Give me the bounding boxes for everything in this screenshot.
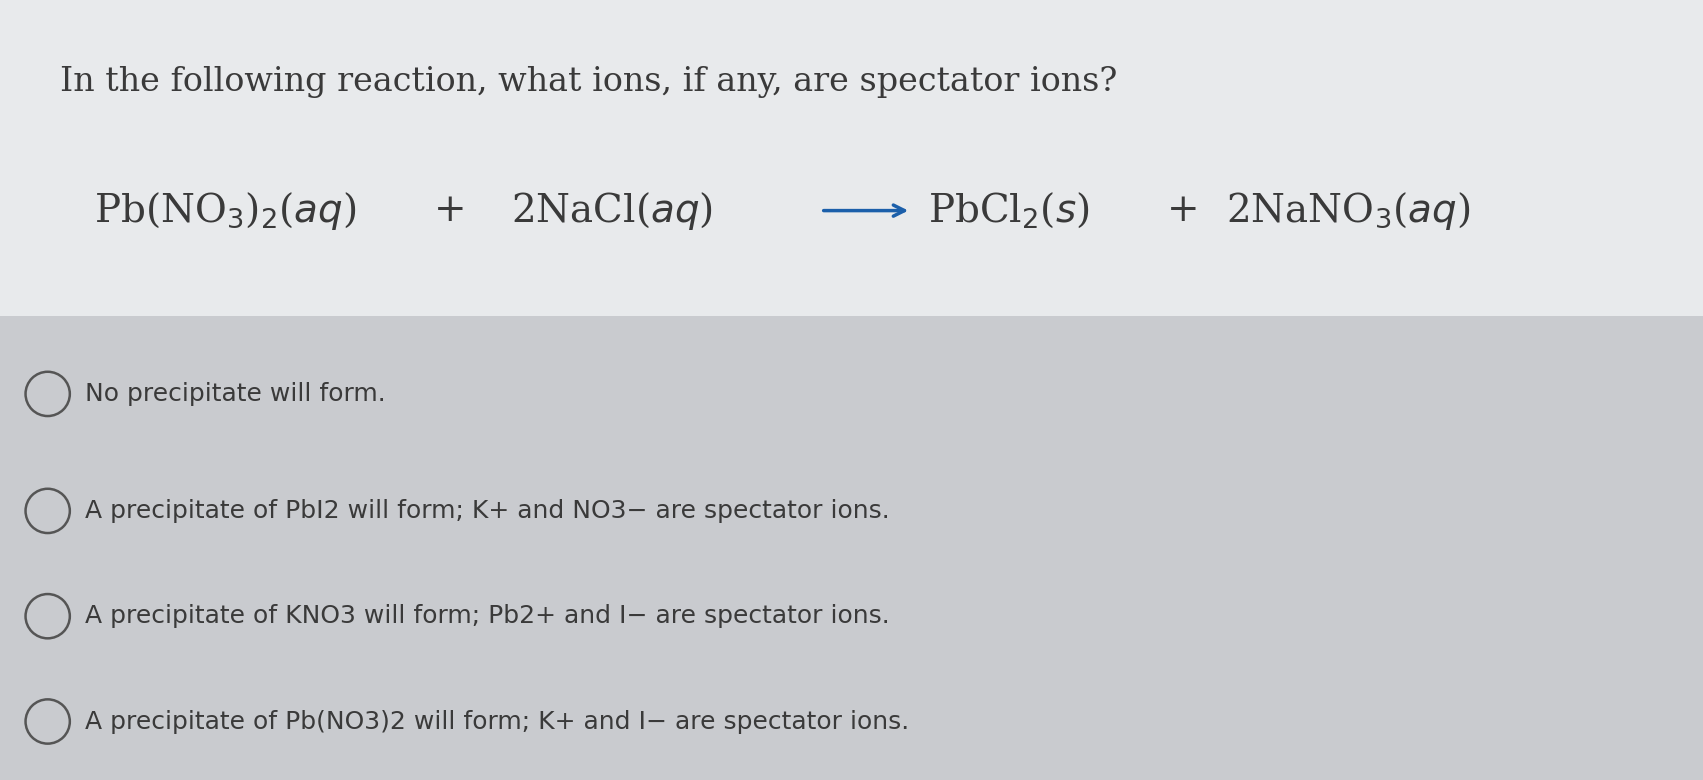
Text: A precipitate of KNO3 will form; Pb2+ and I− are spectator ions.: A precipitate of KNO3 will form; Pb2+ an… — [85, 604, 891, 628]
FancyBboxPatch shape — [0, 316, 1703, 780]
Text: A precipitate of PbI2 will form; K+ and NO3− are spectator ions.: A precipitate of PbI2 will form; K+ and … — [85, 499, 891, 523]
Text: In the following reaction, what ions, if any, are spectator ions?: In the following reaction, what ions, if… — [60, 66, 1117, 98]
Text: PbCl$_2$($\it{s}$): PbCl$_2$($\it{s}$) — [928, 191, 1090, 230]
FancyBboxPatch shape — [0, 0, 1703, 316]
Text: 2NaCl($\it{aq}$): 2NaCl($\it{aq}$) — [511, 190, 714, 232]
Text: No precipitate will form.: No precipitate will form. — [85, 382, 387, 406]
Text: Pb(NO$_3$)$_2$($\it{aq}$): Pb(NO$_3$)$_2$($\it{aq}$) — [94, 190, 356, 232]
Text: +: + — [1167, 192, 1199, 229]
Text: 2NaNO$_3$($\it{aq}$): 2NaNO$_3$($\it{aq}$) — [1226, 190, 1470, 232]
Text: +: + — [434, 192, 467, 229]
Text: A precipitate of Pb(NO3)2 will form; K+ and I− are spectator ions.: A precipitate of Pb(NO3)2 will form; K+ … — [85, 710, 909, 733]
